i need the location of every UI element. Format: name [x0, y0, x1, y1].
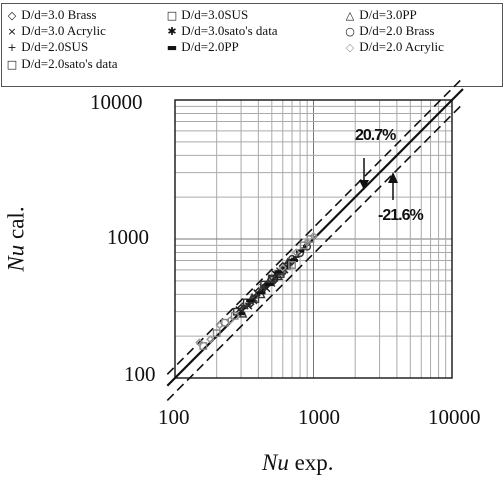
legend: ◇ D/d=3.0 Brass □ D/d=3.0SUS △ D/d=3.0PP…	[1, 3, 503, 87]
data-point-s10-2	[212, 329, 221, 338]
annotation-arrowhead-lower	[388, 172, 398, 183]
data-point-s10-4	[230, 311, 239, 320]
data-point-s4-3	[253, 289, 261, 297]
data-point-s10-7	[306, 235, 315, 243]
data-points	[195, 231, 318, 350]
legend-label-1: D/d=3.0 Brass	[21, 7, 97, 22]
legend-label-4: D/d=3.0 Acrylic	[21, 23, 106, 38]
data-point-s9-5	[278, 263, 287, 273]
legend-marker-6: ○	[345, 25, 355, 38]
data-point-s8-2	[246, 299, 255, 303]
legend-item-9: ◇ D/d=2.0 Acrylic	[344, 40, 444, 55]
y-tick-label-1000: 1000	[107, 225, 149, 249]
legend-item-3: △ D/d=3.0PP	[344, 8, 417, 23]
data-point-s10-6	[299, 241, 308, 250]
data-point-s8-7	[289, 259, 298, 263]
reference-line-2	[166, 77, 464, 375]
legend-item-6: ○ D/d=2.0 Brass	[344, 24, 434, 39]
data-point-s10-3	[221, 318, 229, 327]
legend-marker-9: ◇	[345, 41, 355, 54]
x-axis-label-var: Nu	[262, 450, 289, 475]
legend-item-7: + D/d=2.0SUS	[6, 40, 88, 55]
legend-item-5: ✱ D/d=3.0sato's data	[166, 23, 278, 39]
data-point-s8-1	[236, 312, 246, 316]
series-10	[199, 235, 315, 350]
legend-label-9: D/d=2.0 Acrylic	[359, 39, 444, 54]
legend-label-8: D/d=2.0PP	[181, 39, 239, 54]
y-tick-label-10000: 10000	[90, 90, 143, 114]
annotation-lower: -21.6%	[378, 207, 424, 224]
data-point-s7-3	[284, 259, 291, 267]
series-5	[241, 267, 284, 310]
legend-marker-5: ✱	[167, 25, 177, 38]
legend-label-2: D/d=3.0SUS	[181, 7, 249, 22]
legend-label-3: D/d=3.0PP	[359, 7, 417, 22]
data-point-s8-3	[257, 291, 266, 295]
x-axis-label: Nu exp.	[262, 450, 334, 476]
annotation-upper: 20.7%	[355, 127, 396, 144]
data-point-s10-5	[288, 261, 296, 269]
legend-marker-4: ×	[7, 25, 17, 38]
plot-frame	[174, 99, 453, 379]
y-axis-label-var: Nu	[3, 244, 29, 272]
legend-label-6: D/d=2.0 Brass	[359, 23, 435, 38]
legend-label-5: D/d=3.0sato's data	[181, 23, 278, 38]
annotation-arrowhead-upper	[359, 180, 369, 190]
data-point-s4-1	[235, 305, 243, 314]
x-axis-label-rest: exp.	[288, 450, 334, 475]
legend-label-10: D/d=2.0sato's data	[21, 56, 118, 71]
data-point-s8-4	[265, 283, 274, 287]
data-point-s9-6	[292, 248, 301, 257]
legend-marker-8: ▬	[166, 41, 178, 54]
x-tick-label-1000: 1000	[298, 405, 340, 429]
data-point-s8-5	[274, 270, 283, 274]
y-axis-label: Nu cal.	[4, 206, 30, 271]
data-point-s10-1	[199, 342, 208, 350]
legend-item-1: ◇ D/d=3.0 Brass	[6, 7, 97, 23]
legend-marker-10: □	[6, 58, 18, 71]
data-point-s9-2	[206, 335, 215, 344]
data-point-s8-8	[295, 249, 305, 253]
y-axis-label-rest: cal.	[3, 206, 29, 245]
legend-item-8: ▬ D/d=2.0PP	[166, 40, 239, 55]
data-point-s5-1	[241, 302, 249, 310]
legend-marker-1: ◇	[7, 9, 17, 22]
legend-marker-2: □	[166, 9, 178, 22]
x-tick-label-100: 100	[158, 405, 190, 429]
legend-label-7: D/d=2.0SUS	[21, 39, 89, 54]
legend-item-4: × D/d=3.0 Acrylic	[6, 23, 106, 39]
data-point-s6-1	[267, 275, 276, 284]
data-point-s7-2	[274, 274, 281, 281]
legend-item-10: □ D/d=2.0sato's data	[6, 57, 118, 72]
legend-item-2: □ D/d=3.0SUS	[166, 8, 248, 23]
x-tick-label-10000: 10000	[428, 405, 481, 429]
legend-marker-7: +	[7, 41, 17, 54]
y-tick-label-100: 100	[124, 362, 156, 386]
legend-marker-3: △	[345, 9, 355, 22]
